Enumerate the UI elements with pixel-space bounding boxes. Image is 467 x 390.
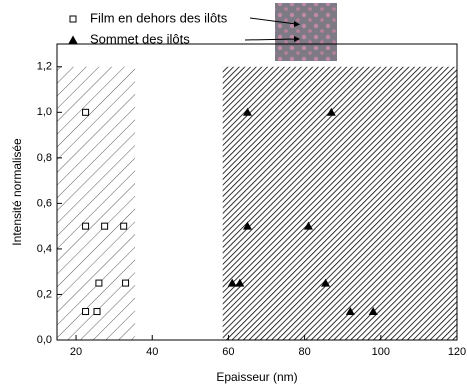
- data-point: [242, 107, 252, 116]
- y-tick-label: 1,2: [37, 61, 52, 73]
- data-point: [82, 108, 90, 116]
- data-point: [101, 222, 109, 230]
- legend-marker: [69, 15, 77, 23]
- data-point: [321, 278, 331, 287]
- y-tick-label: 1,0: [37, 106, 52, 118]
- data-point: [242, 221, 252, 230]
- x-tick-label: 80: [298, 346, 310, 358]
- data-point: [95, 279, 103, 287]
- legend-marker: [68, 35, 78, 44]
- data-point: [82, 222, 90, 230]
- x-tick-label: 60: [222, 346, 234, 358]
- x-tick-label: 120: [448, 346, 466, 358]
- x-tick-label: 100: [372, 346, 390, 358]
- data-point: [303, 221, 313, 230]
- data-point: [82, 308, 90, 316]
- y-axis-label: Intensité normalisée: [10, 138, 24, 246]
- data-point: [326, 107, 336, 116]
- legend-label: Sommet des ilôts: [90, 31, 190, 46]
- data-point: [120, 222, 128, 230]
- x-tick-label: 40: [146, 346, 158, 358]
- data-point: [227, 278, 237, 287]
- data-point: [345, 307, 355, 316]
- data-point: [235, 278, 245, 287]
- data-point: [93, 308, 101, 316]
- shaded-region: [57, 66, 136, 341]
- plot-frame: [56, 43, 458, 341]
- y-tick-label: 0,2: [37, 288, 52, 300]
- shaded-region: [222, 66, 457, 341]
- legend-label: Film en dehors des ilôts: [90, 10, 228, 25]
- x-tick-label: 20: [70, 346, 82, 358]
- y-tick-label: 0,0: [37, 334, 52, 346]
- data-point: [122, 279, 130, 287]
- y-tick-label: 0,6: [37, 197, 52, 209]
- y-tick-label: 0,4: [37, 243, 52, 255]
- inset-image: [244, 3, 337, 61]
- data-point: [368, 307, 378, 316]
- y-tick-label: 0,8: [37, 152, 52, 164]
- x-axis-label: Epaisseur (nm): [216, 370, 297, 384]
